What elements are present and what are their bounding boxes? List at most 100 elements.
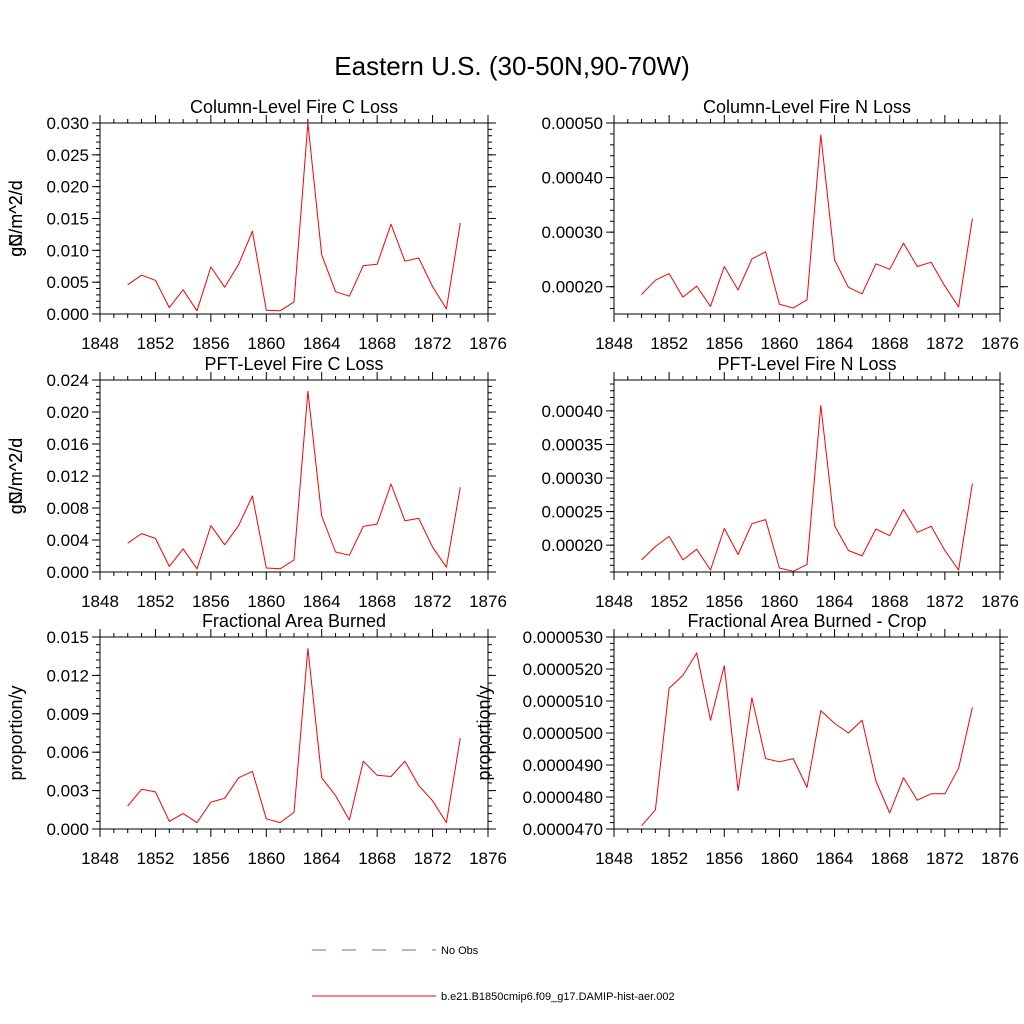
y-tick-label: 0.008 (46, 499, 89, 518)
x-tick-label: 1868 (358, 592, 396, 611)
x-tick-label: 1856 (705, 334, 743, 353)
x-tick-label: 1860 (247, 592, 285, 611)
x-tick-label: 1868 (358, 849, 396, 868)
y-tick-label: 0.00050 (542, 114, 603, 133)
plot-frame (613, 379, 1001, 573)
plot-frame (613, 122, 1001, 315)
x-tick-label: 1872 (414, 592, 452, 611)
y-tick-label: 0.00030 (542, 469, 603, 488)
x-tick-label: 1848 (595, 592, 633, 611)
x-tick-label: 1860 (761, 334, 799, 353)
x-tick-label: 1856 (192, 592, 230, 611)
panel-title: Fractional Area Burned - Crop (687, 611, 926, 631)
legend: No Obs b.e21.B1850cmip6.f09_g17.DAMIP-his… (312, 945, 675, 1003)
panels: Column-Level Fire C Loss gC/m^2/d 1848 1852… (6, 97, 1019, 868)
x-tick-label: 1872 (926, 592, 964, 611)
x-tick-label: 1852 (137, 849, 175, 868)
x-tick-label: 1868 (358, 334, 396, 353)
legend-label: No Obs (441, 945, 479, 957)
panel-title: PFT-Level Fire N Loss (717, 354, 896, 374)
x-tick-label: 1872 (414, 334, 452, 353)
x-tick-label: 1876 (469, 334, 507, 353)
y-tick-label: 0.00020 (542, 536, 603, 555)
y-tick-label: 0.000 (46, 563, 89, 582)
y-axis-label: gN/m^2/d (6, 180, 26, 256)
panel-4: PFT-Level Fire N Loss gN/m^2/d 1848 1852 185… (6, 354, 1019, 611)
y-tick-label: 0.012 (46, 666, 89, 685)
x-tick-label: 1872 (926, 849, 964, 868)
x-tick-label: 1864 (816, 592, 854, 611)
y-tick-label: 0.000 (46, 820, 89, 839)
y-tick-label: 0.0000470 (523, 820, 603, 839)
panel-6: Fractional Area Burned - Crop proportion/… (474, 611, 1019, 868)
y-tick-label: 0.0000480 (523, 788, 603, 807)
y-tick-label: 0.020 (46, 178, 89, 197)
x-tick-label: 1860 (761, 849, 799, 868)
x-tick-label: 1864 (816, 334, 854, 353)
y-axis-label: gN/m^2/d (6, 438, 26, 514)
y-tick-label: 0.003 (46, 782, 89, 801)
x-tick-label: 1848 (81, 849, 119, 868)
y-tick-label: 0.004 (46, 531, 89, 550)
y-tick-label: 0.024 (46, 371, 89, 390)
y-axis-label: proportion/y (6, 685, 26, 780)
y-tick-label: 0.015 (46, 628, 89, 647)
series-line (641, 652, 973, 827)
x-tick-label: 1848 (81, 334, 119, 353)
x-tick-label: 1856 (705, 849, 743, 868)
series-line (127, 390, 461, 570)
legend-label: b.e21.B1850cmip6.f09_g17.DAMIP-hist-aer.… (441, 991, 675, 1003)
y-tick-label: 0.030 (46, 114, 89, 133)
series-line (641, 405, 973, 572)
x-tick-label: 1876 (469, 849, 507, 868)
x-tick-label: 1848 (595, 334, 633, 353)
panel-3: PFT-Level Fire C Loss gC/m^2/d 1848 1852 185… (6, 354, 507, 611)
x-tick-label: 1852 (650, 334, 688, 353)
y-tick-label: 0.006 (46, 743, 89, 762)
panel-5: Fractional Area Burned proportion/y 1848 18… (6, 611, 507, 868)
y-tick-label: 0.0000490 (523, 756, 603, 775)
figure-title: Eastern U.S. (30-50N,90-70W) (334, 51, 689, 81)
panel-1: Column-Level Fire C Loss gC/m^2/d 1848 1852… (6, 97, 507, 353)
x-tick-label: 1876 (981, 334, 1019, 353)
x-tick-label: 1864 (303, 849, 341, 868)
y-tick-label: 0.009 (46, 705, 89, 724)
y-tick-label: 0.010 (46, 241, 89, 260)
y-tick-label: 0.025 (46, 146, 89, 165)
y-tick-label: 0.0000510 (523, 692, 603, 711)
x-tick-label: 1860 (247, 849, 285, 868)
panel-title: Column-Level Fire N Loss (703, 97, 911, 117)
x-tick-label: 1864 (816, 849, 854, 868)
x-tick-label: 1852 (650, 849, 688, 868)
x-tick-label: 1864 (303, 592, 341, 611)
y-tick-label: 0.000 (46, 305, 89, 324)
x-tick-label: 1876 (981, 592, 1019, 611)
x-tick-label: 1860 (247, 334, 285, 353)
y-tick-label: 0.012 (46, 467, 89, 486)
panel-title: PFT-Level Fire C Loss (204, 354, 383, 374)
panel-title: Fractional Area Burned (202, 611, 386, 631)
x-tick-label: 1856 (705, 592, 743, 611)
x-tick-label: 1876 (469, 592, 507, 611)
y-tick-label: 0.00040 (542, 169, 603, 188)
x-tick-label: 1852 (137, 592, 175, 611)
y-axis-label: gC/m^2/d (6, 180, 26, 256)
x-tick-label: 1868 (871, 592, 909, 611)
series-line (127, 122, 461, 312)
y-tick-label: 0.020 (46, 403, 89, 422)
x-tick-label: 1868 (871, 849, 909, 868)
y-tick-label: 0.00030 (542, 223, 603, 242)
x-tick-label: 1864 (303, 334, 341, 353)
x-tick-label: 1876 (981, 849, 1019, 868)
y-axis-label: proportion/y (474, 685, 494, 780)
y-tick-label: 0.0000530 (523, 628, 603, 647)
plot-frame (613, 636, 1001, 830)
x-tick-label: 1856 (192, 849, 230, 868)
plot-frame (99, 636, 489, 830)
y-tick-label: 0.00020 (542, 278, 603, 297)
x-tick-label: 1868 (871, 334, 909, 353)
y-tick-label: 0.0000500 (523, 724, 603, 743)
y-tick-label: 0.0000520 (523, 660, 603, 679)
panel-title: Column-Level Fire C Loss (190, 97, 398, 117)
